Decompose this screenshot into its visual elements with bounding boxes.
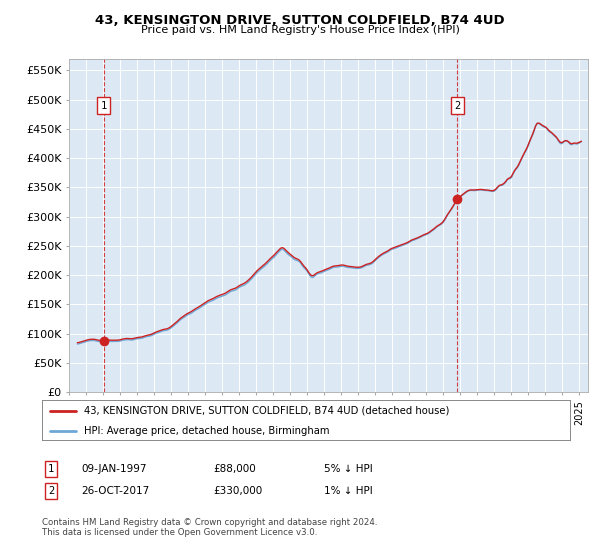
Text: 2: 2 (48, 486, 54, 496)
Text: HPI: Average price, detached house, Birmingham: HPI: Average price, detached house, Birm… (84, 426, 330, 436)
Text: 26-OCT-2017: 26-OCT-2017 (81, 486, 149, 496)
Text: 09-JAN-1997: 09-JAN-1997 (81, 464, 146, 474)
Text: 1% ↓ HPI: 1% ↓ HPI (324, 486, 373, 496)
Text: 5% ↓ HPI: 5% ↓ HPI (324, 464, 373, 474)
Text: 1: 1 (48, 464, 54, 474)
Text: 1: 1 (100, 101, 107, 110)
Text: £88,000: £88,000 (213, 464, 256, 474)
Text: 43, KENSINGTON DRIVE, SUTTON COLDFIELD, B74 4UD (detached house): 43, KENSINGTON DRIVE, SUTTON COLDFIELD, … (84, 406, 449, 416)
Text: £330,000: £330,000 (213, 486, 262, 496)
Text: Price paid vs. HM Land Registry's House Price Index (HPI): Price paid vs. HM Land Registry's House … (140, 25, 460, 35)
Text: 2: 2 (454, 101, 460, 110)
Text: 43, KENSINGTON DRIVE, SUTTON COLDFIELD, B74 4UD: 43, KENSINGTON DRIVE, SUTTON COLDFIELD, … (95, 14, 505, 27)
Text: Contains HM Land Registry data © Crown copyright and database right 2024.
This d: Contains HM Land Registry data © Crown c… (42, 518, 377, 538)
